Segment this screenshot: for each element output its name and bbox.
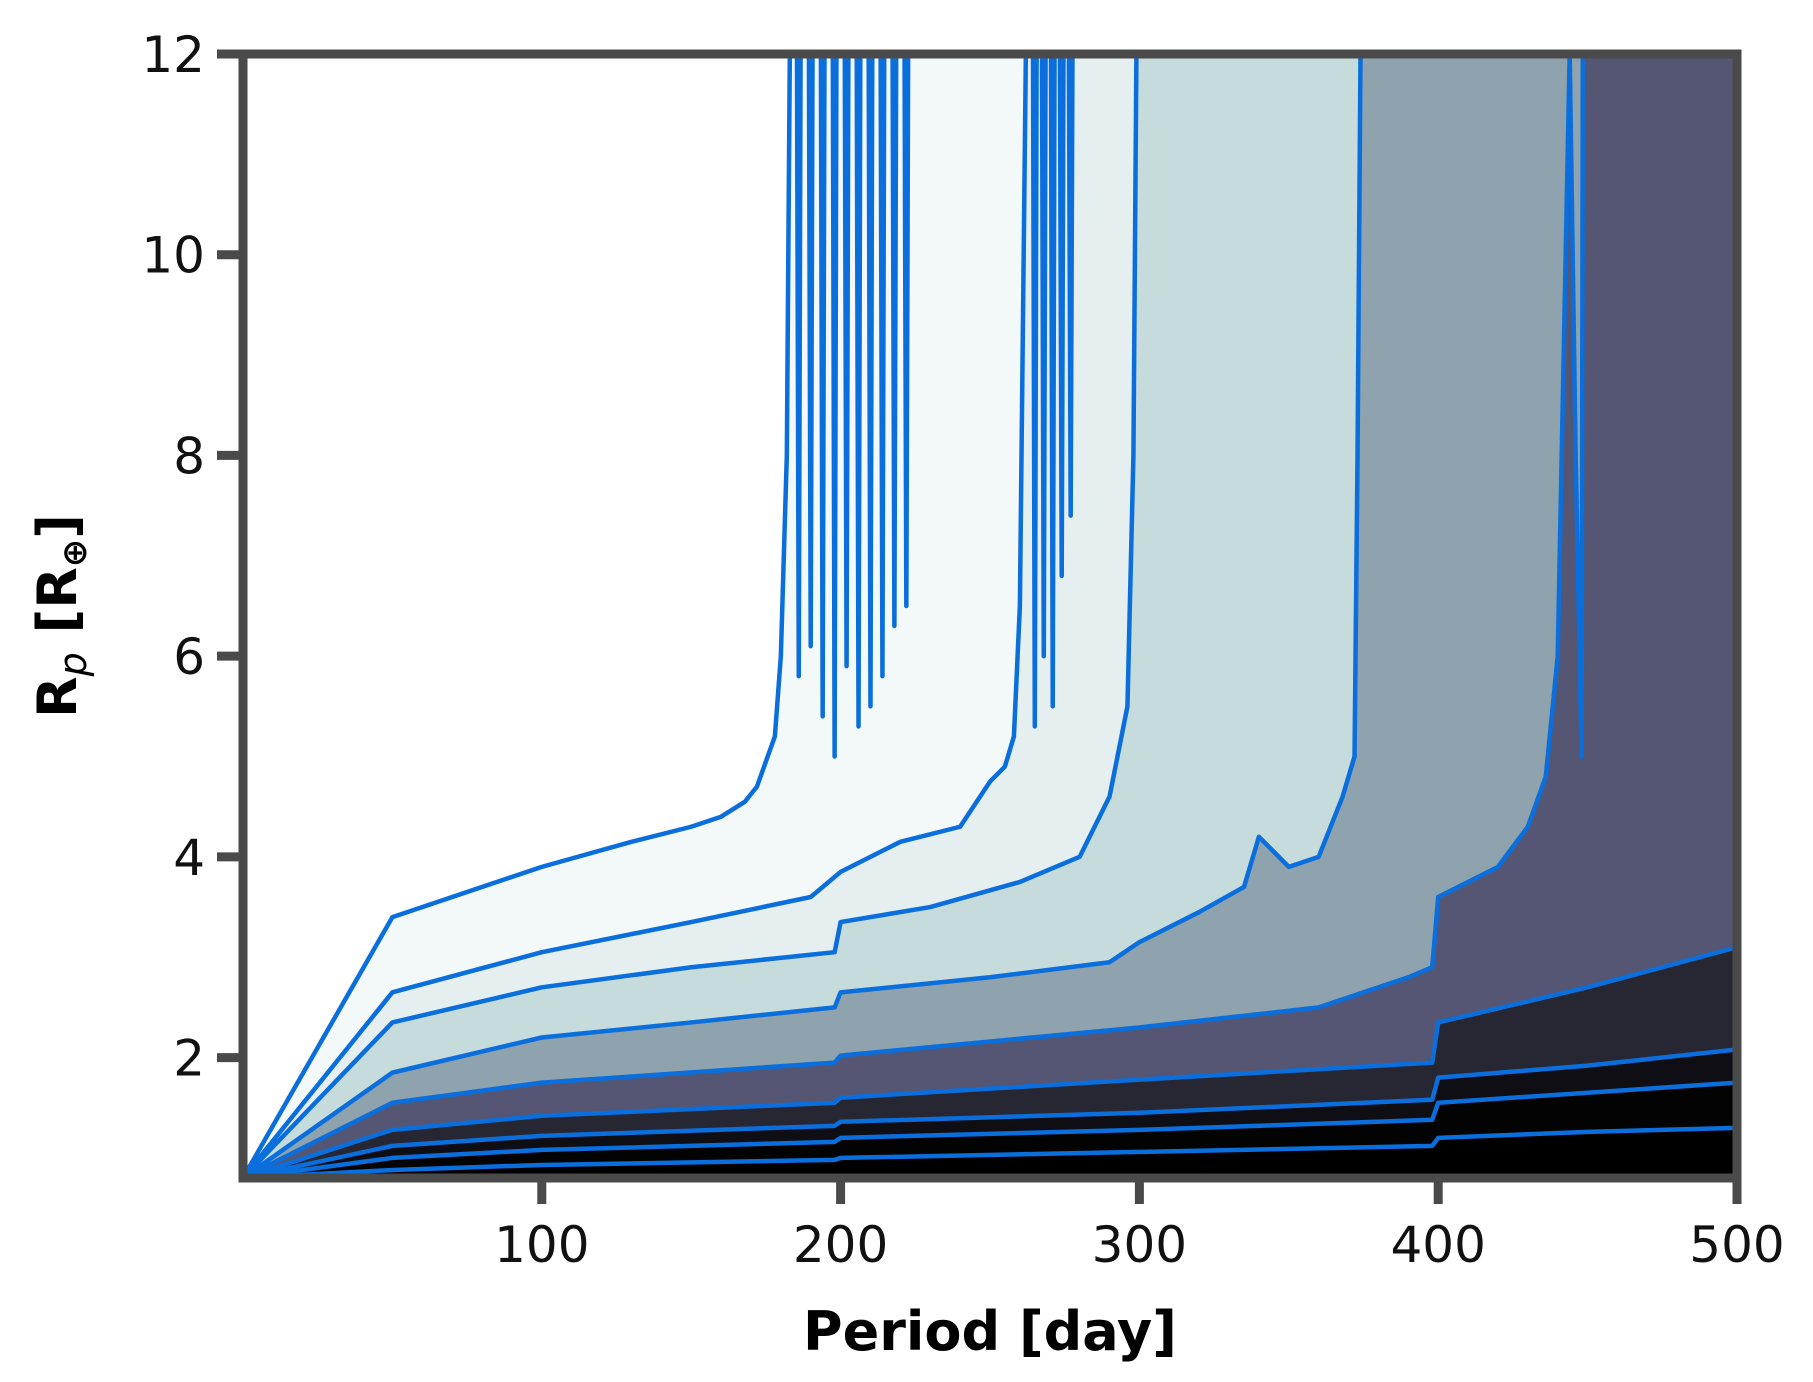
- y-tick-label: 10: [141, 227, 205, 285]
- x-tick-label: 400: [1390, 1216, 1485, 1274]
- contour-line-4: [243, 54, 1363, 1178]
- y-axis-label-symbol: ⊕: [55, 539, 95, 568]
- band-4: [243, 54, 1737, 1178]
- x-tick-label: 500: [1689, 1216, 1784, 1274]
- contour-line-6: [243, 944, 1737, 1178]
- plot-frame: [238, 49, 1742, 1183]
- y-tick-label: 6: [173, 628, 205, 686]
- contour-lines: [243, 54, 1737, 1178]
- contour-line-1: [243, 54, 917, 1178]
- x-tick-label: 100: [494, 1216, 589, 1274]
- contour-line-3: [243, 54, 1139, 1178]
- y-axis-label-close: ]: [26, 514, 89, 539]
- contour-line-5: [243, 54, 1589, 1178]
- contour-line-9: [243, 1125, 1737, 1178]
- x-axis-label: Period [day]: [803, 1300, 1177, 1363]
- y-tick-label: 2: [173, 1030, 205, 1088]
- y-axis-label-main: R: [26, 676, 89, 718]
- y-axis-ticks: 2 4 6 8 10 12: [141, 26, 243, 1088]
- contour-line-8: [243, 1080, 1737, 1178]
- y-tick-label: 4: [173, 829, 205, 887]
- y-tick-label: 8: [173, 427, 205, 485]
- contour-bands: [243, 54, 1737, 1178]
- y-axis-label-rest: [R: [26, 567, 89, 652]
- x-tick-label: 300: [1092, 1216, 1187, 1274]
- x-tick-label: 200: [793, 1216, 888, 1274]
- x-axis-ticks: 100 200 300 400 500: [494, 1178, 1785, 1274]
- contour-line-2: [243, 54, 1084, 1178]
- y-axis-label: Rp [R⊕]: [26, 514, 95, 718]
- contour-line-7: [243, 1047, 1737, 1178]
- y-axis-label-sub: p: [51, 652, 95, 677]
- y-tick-label: 12: [141, 26, 205, 84]
